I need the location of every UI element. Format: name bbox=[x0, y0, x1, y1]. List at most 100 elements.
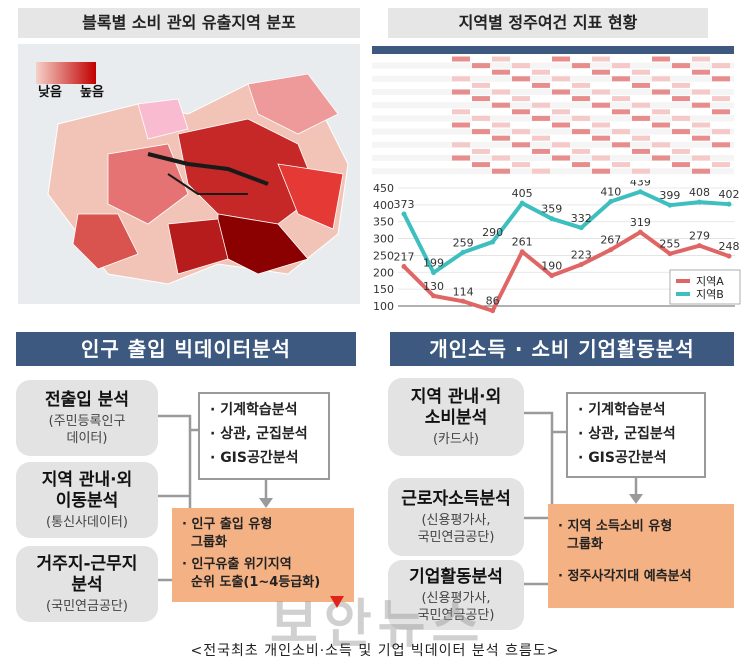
table-cell-highlight bbox=[692, 168, 710, 174]
table-cell-highlight bbox=[532, 168, 550, 174]
table-cell-highlight bbox=[552, 155, 570, 161]
y-tick-label: 350 bbox=[373, 216, 394, 229]
table-cell-highlight bbox=[632, 69, 650, 75]
data-label: 223 bbox=[571, 249, 592, 262]
table-cell-highlight bbox=[552, 109, 570, 115]
y-tick-label: 450 bbox=[373, 182, 394, 195]
table-cell-highlight bbox=[672, 162, 690, 168]
left-source-2: 지역 관내·외 이동분석 (통신사데이터) bbox=[16, 462, 158, 538]
table-cell-highlight bbox=[652, 109, 670, 115]
table-cell-highlight bbox=[612, 129, 630, 135]
table-cell-highlight bbox=[632, 148, 650, 154]
table-cell-highlight bbox=[692, 89, 710, 95]
data-label: 290 bbox=[482, 226, 503, 239]
table-cell-highlight bbox=[692, 135, 710, 141]
data-label: 255 bbox=[659, 238, 680, 251]
table-cell-highlight bbox=[592, 56, 610, 62]
watermark-logo-mark bbox=[330, 596, 344, 608]
table-cell-highlight bbox=[572, 148, 590, 154]
table-cell-highlight bbox=[592, 69, 610, 75]
table-cell-highlight bbox=[572, 162, 590, 168]
table-cell-highlight bbox=[712, 142, 730, 148]
data-point bbox=[667, 251, 673, 257]
left-methods-box: · 기계학습분석 · 상관, 군집분석 · GIS공간분석 bbox=[198, 392, 330, 480]
left-source-2-title: 지역 관내·외 이동분석 bbox=[41, 469, 133, 511]
table-cell-highlight bbox=[712, 129, 730, 135]
table-cell-highlight bbox=[452, 76, 470, 82]
table-row bbox=[372, 69, 734, 76]
right-source-3-title: 기업활동분석 bbox=[409, 566, 503, 587]
table-row bbox=[372, 115, 734, 122]
table-cell-highlight bbox=[672, 82, 690, 88]
table-cell-highlight bbox=[572, 82, 590, 88]
table-cell-highlight bbox=[592, 122, 610, 128]
left-method-1: · 기계학습분석 bbox=[210, 402, 298, 418]
data-label: 86 bbox=[486, 295, 500, 308]
map-regions bbox=[47, 73, 349, 285]
table-cell-highlight bbox=[652, 155, 670, 161]
data-label: 199 bbox=[423, 257, 444, 270]
data-point bbox=[696, 199, 702, 205]
left-result-3: · 인구유출 위기지역 bbox=[182, 557, 292, 572]
right-result-2: 그룹화 bbox=[558, 537, 603, 552]
table-cell-highlight bbox=[672, 129, 690, 135]
table-cell-highlight bbox=[712, 109, 730, 115]
data-point bbox=[667, 202, 673, 208]
right-result-1: · 지역 소득소비 유형 bbox=[558, 519, 673, 534]
data-point bbox=[431, 293, 437, 299]
table-cell-highlight bbox=[492, 102, 510, 108]
table-cell-highlight bbox=[512, 96, 530, 102]
table-cell-highlight bbox=[592, 102, 610, 108]
table-cell-highlight bbox=[592, 155, 610, 161]
left-source-1-title: 전출입 분석 bbox=[44, 389, 130, 410]
table-cell-highlight bbox=[672, 96, 690, 102]
table-cell-highlight bbox=[572, 63, 590, 69]
table-cell-highlight bbox=[652, 76, 670, 82]
data-label: 261 bbox=[512, 236, 533, 249]
urban-network bbox=[147, 152, 269, 186]
right-methods-box: · 기계학습분석 · 상관, 군집분석 · GIS공간분석 bbox=[566, 392, 706, 478]
table-cell-highlight bbox=[692, 102, 710, 108]
table-cell-highlight bbox=[632, 168, 650, 174]
table-cell-highlight bbox=[592, 168, 610, 174]
right-source-2: 근로자소득분석 (신용평가사, 국민연금공단) bbox=[388, 478, 524, 556]
data-point bbox=[460, 249, 466, 255]
right-results-box: · 지역 소득소비 유형 그룹화 · 정주사각지대 예측분석 bbox=[548, 504, 734, 608]
table-cell-highlight bbox=[452, 142, 470, 148]
table-cell-highlight bbox=[472, 129, 490, 135]
table-cell-highlight bbox=[612, 162, 630, 168]
line-chart: 100 150 200 250 300 350 400 450 217 130 114 86 261 1… bbox=[373, 180, 741, 314]
left-source-3-sub: (국민연금공단) bbox=[46, 598, 128, 614]
table-cell-highlight bbox=[532, 82, 550, 88]
table-cell-highlight bbox=[512, 76, 530, 82]
data-point bbox=[519, 200, 525, 206]
indicator-table-thumbnail bbox=[372, 42, 734, 182]
right-source-2-sub: (신용평가사, 국민연금공단) bbox=[417, 512, 495, 545]
table-cell-highlight bbox=[492, 89, 510, 95]
data-label: 267 bbox=[600, 234, 621, 247]
table-cell-highlight bbox=[452, 155, 470, 161]
table-cell-highlight bbox=[492, 135, 510, 141]
map-legend-gradient bbox=[36, 62, 96, 84]
data-point bbox=[490, 308, 496, 314]
data-label: 190 bbox=[541, 260, 562, 273]
table-cell-highlight bbox=[532, 69, 550, 75]
table-cell-highlight bbox=[492, 56, 510, 62]
table-cell-highlight bbox=[612, 96, 630, 102]
left-result-2: 그룹화 bbox=[182, 535, 227, 550]
data-label: 373 bbox=[394, 198, 415, 211]
table-cell-highlight bbox=[472, 162, 490, 168]
right-source-1: 지역 관내·외 소비분석 (카드사) bbox=[388, 378, 524, 456]
series-line-지역A bbox=[402, 230, 730, 313]
table-panel-title: 지역별 정주여건 지표 현황 bbox=[388, 8, 708, 38]
data-point bbox=[578, 225, 584, 231]
table-cell-highlight bbox=[472, 115, 490, 121]
table-cell-highlight bbox=[612, 76, 630, 82]
table-cell-highlight bbox=[652, 142, 670, 148]
table-row bbox=[372, 95, 734, 102]
table-cell-highlight bbox=[592, 135, 610, 141]
data-point bbox=[608, 198, 614, 204]
table-cell-highlight bbox=[652, 122, 670, 128]
table-header-row bbox=[372, 46, 734, 54]
